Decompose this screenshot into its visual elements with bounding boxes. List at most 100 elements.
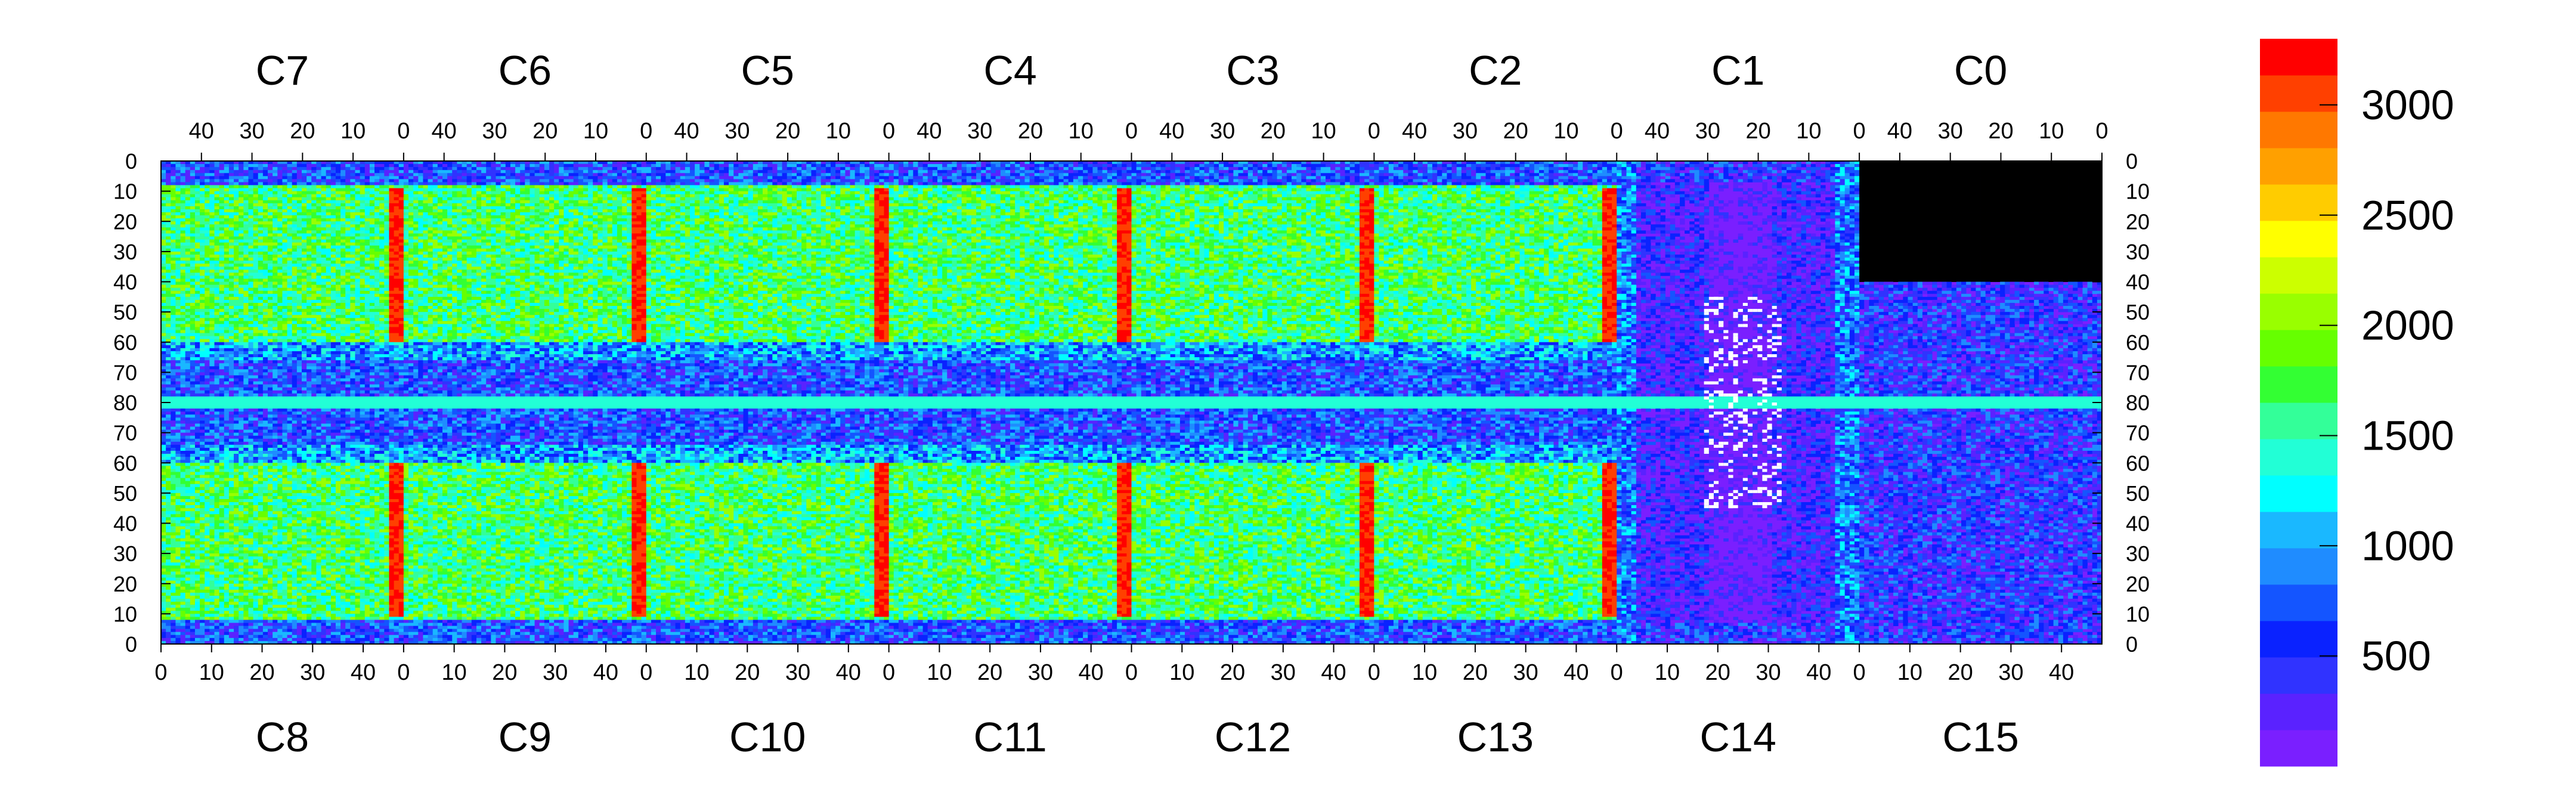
heatmap-cell [224,602,230,605]
heatmap-cell [175,638,181,641]
heatmap-cell [234,363,239,366]
heatmap-cell [185,405,191,408]
heatmap-cell [195,527,200,530]
heatmap-cell [171,626,176,629]
heatmap-cell [234,553,239,556]
heatmap-cell [248,397,253,400]
heatmap-cell [190,366,196,369]
heatmap-cell [219,544,225,547]
heatmap-cell [200,278,205,281]
heatmap-cell [175,394,181,397]
heatmap-cell [190,414,196,417]
heatmap-cell [209,436,215,439]
heatmap-cell [239,463,244,466]
heatmap-cell [195,442,200,445]
heatmap-cell [234,372,239,375]
heatmap-cell [229,559,234,562]
heatmap-cell [205,496,210,499]
heatmap-cell [190,623,196,626]
heatmap-cell [239,608,244,611]
heatmap-cell [215,484,220,487]
heatmap-cell [166,617,171,620]
heatmap-cell [239,414,244,417]
heatmap-cell [190,197,196,200]
heatmap-cell [215,336,220,339]
heatmap-cell [161,608,166,611]
heatmap-cell [161,626,166,629]
heatmap-cell [175,221,181,224]
heatmap-cell [185,490,191,493]
heatmap-cell [253,417,259,420]
heatmap-cell [161,267,166,270]
heatmap-cell [215,351,220,354]
heatmap-cell [243,496,249,499]
heatmap-cell [195,285,200,288]
heatmap-cell [219,620,225,623]
heatmap-cell [175,487,181,490]
heatmap-cell [209,605,215,608]
heatmap-cell [239,405,244,408]
heatmap-cell [209,164,215,167]
heatmap-cell [175,493,181,496]
heatmap-cell [224,520,230,523]
heatmap-cell [200,227,205,230]
heatmap-cell [171,252,176,255]
heatmap-cell [243,275,249,278]
heatmap-cell [205,194,210,197]
heatmap-cell [190,273,196,275]
heatmap-cell [215,379,220,382]
heatmap-cell [239,460,244,463]
heatmap-cell [181,203,186,206]
heatmap-cell [243,617,249,620]
heatmap-cell [209,215,215,218]
heatmap-cell [205,354,210,357]
heatmap-cell [219,212,225,215]
heatmap-cell [181,234,186,237]
heatmap-cell [175,514,181,517]
heatmap-cell [185,173,191,176]
heatmap-cell [253,587,259,590]
heatmap-cell [181,333,186,336]
heatmap-cell [234,194,239,197]
heatmap-cell [190,520,196,523]
heatmap-cell [195,493,200,496]
heatmap-cell [224,623,230,626]
heatmap-cell [171,270,176,273]
heatmap-cell [200,460,205,463]
heatmap-cell [243,508,249,511]
heatmap-cell [253,541,259,544]
heatmap-cell [215,243,220,246]
heatmap-cell [190,439,196,442]
heatmap-cell [234,499,239,502]
heatmap-cell [215,511,220,514]
heatmap-cell [248,294,253,297]
heatmap-cell [161,572,166,575]
heatmap-cell [185,629,191,632]
heatmap-cell [229,568,234,571]
heatmap-cell [181,176,186,179]
heatmap-cell [171,306,176,309]
heatmap-cell [239,264,244,267]
heatmap-cell [248,309,253,312]
heatmap-cell [171,212,176,215]
heatmap-cell [205,339,210,342]
heatmap-cell [185,354,191,357]
heatmap-cell [181,300,186,303]
heatmap-cell [181,391,186,394]
heatmap-cell [185,451,191,454]
heatmap-cell [253,315,259,318]
heatmap-cell [200,496,205,499]
heatmap-cell [181,565,186,568]
heatmap-cell [248,481,253,484]
heatmap-cell [248,538,253,541]
heatmap-cell [185,454,191,457]
heatmap-cell [209,246,215,249]
heatmap-cell [229,590,234,593]
heatmap-cell [219,433,225,436]
heatmap-cell [253,224,259,227]
heatmap-cell [166,243,171,246]
heatmap-cell [219,176,225,179]
heatmap-cell [239,442,244,445]
heatmap-cell [248,264,253,267]
heatmap-cell [190,354,196,357]
